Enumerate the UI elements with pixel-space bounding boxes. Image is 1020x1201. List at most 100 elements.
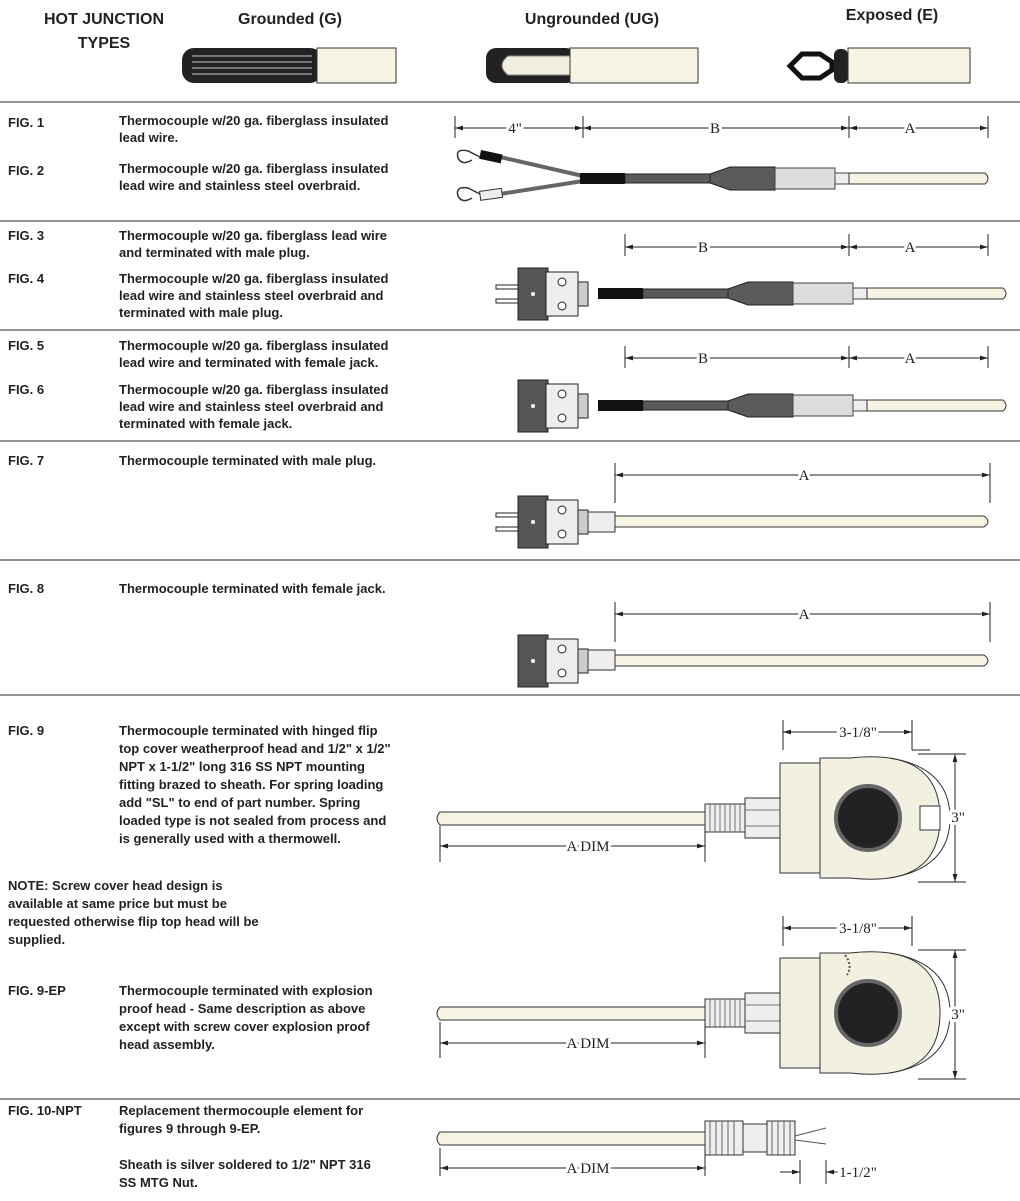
figure-label: FIG. 8 bbox=[8, 581, 44, 596]
figure-label: FIG. 10-NPT bbox=[8, 1103, 82, 1118]
fig5-drawing bbox=[517, 346, 1007, 433]
figure-description: Thermocouple w/20 ga. fiberglass lead wi… bbox=[119, 228, 387, 243]
figure-description: terminated with female jack. bbox=[119, 416, 292, 431]
figure-description: is generally used with a thermowell. bbox=[119, 831, 341, 846]
fig9ep-drawing-part bbox=[439, 1022, 706, 1058]
fig1-drawing-part bbox=[478, 187, 504, 201]
figure-label: FIG. 7 bbox=[8, 453, 44, 468]
fig8-drawing-part bbox=[614, 654, 989, 667]
fig1-drawing-part bbox=[579, 166, 989, 191]
figure-description: lead wire and terminated with female jac… bbox=[119, 355, 378, 370]
fig7-drawing bbox=[495, 463, 991, 549]
dimension-label: A bbox=[799, 468, 810, 484]
fig3-drawing-part bbox=[517, 267, 589, 321]
note: NOTE: Screw cover head design is bbox=[8, 878, 223, 893]
junction-label: Exposed (E) bbox=[846, 7, 938, 24]
fig9-drawing-part bbox=[436, 811, 706, 826]
junction-icons-part bbox=[786, 51, 835, 81]
fig3-drawing-part bbox=[624, 234, 989, 256]
junction-label: Ungrounded (UG) bbox=[525, 11, 659, 28]
figure-description: NPT x 1-1/2" long 316 SS NPT mounting bbox=[119, 759, 365, 774]
fig5-drawing-part bbox=[624, 346, 989, 368]
dimension-label: 3" bbox=[951, 810, 965, 826]
figure-description: and terminated with male plug. bbox=[119, 245, 310, 260]
figure-label: FIG. 6 bbox=[8, 382, 44, 397]
figure-description: Replacement thermocouple element for bbox=[119, 1103, 363, 1118]
figure-label: FIG. 4 bbox=[8, 271, 45, 286]
dimension-label: 1-1/2" bbox=[839, 1165, 877, 1181]
fig7-drawing-part bbox=[517, 495, 589, 549]
dimension-label: A DIM bbox=[567, 1036, 610, 1052]
figure-description: lead wire. bbox=[119, 130, 178, 145]
fig1-drawing-part bbox=[479, 150, 503, 164]
fig3-drawing-part bbox=[495, 284, 519, 304]
fig9ep-drawing-part bbox=[782, 916, 966, 1080]
junction-icons-part bbox=[501, 55, 570, 76]
fig8-drawing-part bbox=[587, 649, 616, 671]
figure-description: Thermocouple terminated with male plug. bbox=[119, 453, 376, 468]
figure-description: Thermocouple w/20 ga. fiberglass insulat… bbox=[119, 271, 389, 286]
fig1-drawing-part bbox=[456, 149, 481, 164]
figure-description: Thermocouple w/20 ga. fiberglass insulat… bbox=[119, 161, 389, 176]
fig1-drawing-part bbox=[499, 155, 584, 196]
fig10-drawing bbox=[436, 1120, 846, 1184]
figure-label: FIG. 5 bbox=[8, 338, 44, 353]
figure-description: lead wire and stainless steel overbraid … bbox=[119, 288, 383, 303]
fig5-drawing-part bbox=[597, 393, 1007, 418]
junction-icons-part bbox=[182, 48, 322, 83]
figure-description: SS MTG Nut. bbox=[119, 1175, 198, 1190]
note: available at same price but must be bbox=[8, 896, 227, 911]
fig1-drawing bbox=[454, 116, 989, 202]
fig10-drawing-part bbox=[439, 1148, 827, 1184]
dimension-label: 4" bbox=[508, 121, 522, 137]
figure-description: lead wire and stainless steel overbraid. bbox=[119, 178, 360, 193]
figure-description: lead wire and stainless steel overbraid … bbox=[119, 399, 383, 414]
fig10-drawing-part bbox=[436, 1131, 706, 1146]
fig1-drawing-part bbox=[456, 186, 481, 202]
figure-description: head assembly. bbox=[119, 1037, 215, 1052]
figure-description: loaded type is not sealed from process a… bbox=[119, 813, 386, 828]
fig10-drawing-part bbox=[709, 1121, 735, 1155]
note: supplied. bbox=[8, 932, 65, 947]
dimension-label: A bbox=[905, 351, 916, 367]
figure-description: fitting brazed to sheath. For spring loa… bbox=[119, 777, 383, 792]
figure-label: FIG. 9 bbox=[8, 723, 44, 738]
figure-label: FIG. 2 bbox=[8, 163, 44, 178]
junction-icons-part bbox=[834, 49, 848, 83]
junction-icons-part bbox=[847, 47, 971, 84]
note: requested otherwise flip top head will b… bbox=[8, 914, 259, 929]
figure-description: add "SL" to end of part number. Spring bbox=[119, 795, 360, 810]
fig9ep-drawing-part bbox=[778, 949, 952, 1077]
figure-description: terminated with male plug. bbox=[119, 305, 283, 320]
fig9-drawing-part bbox=[782, 720, 966, 883]
fig10-drawing-part bbox=[794, 1127, 827, 1145]
dimension-label: B bbox=[698, 240, 708, 256]
fig10-drawing-part bbox=[704, 1120, 744, 1156]
junction-label: Grounded (G) bbox=[238, 11, 342, 28]
dimension-label: 3-1/8" bbox=[839, 725, 877, 741]
figure-description: except with screw cover explosion proof bbox=[119, 1019, 370, 1034]
fig5-drawing-part bbox=[517, 379, 589, 433]
fig10-drawing-part bbox=[766, 1120, 796, 1156]
dimension-label: A bbox=[905, 240, 916, 256]
figure-label: FIG. 3 bbox=[8, 228, 44, 243]
figure-label: FIG. 9-EP bbox=[8, 983, 66, 998]
figure-description: Thermocouple terminated with explosion bbox=[119, 983, 373, 998]
header-title: HOT JUNCTION bbox=[44, 11, 164, 28]
junction-icons bbox=[182, 47, 971, 84]
junction-icons-part bbox=[569, 47, 699, 84]
figure-description: Thermocouple w/20 ga. fiberglass insulat… bbox=[119, 338, 389, 353]
fig7-drawing-part bbox=[614, 463, 991, 503]
junction-icons-part bbox=[316, 47, 397, 84]
fig7-drawing-part bbox=[495, 512, 519, 532]
fig10-drawing-part bbox=[742, 1123, 768, 1153]
dimension-label: A DIM bbox=[567, 839, 610, 855]
fig8-drawing bbox=[517, 602, 991, 688]
fig9ep-drawing bbox=[436, 916, 966, 1080]
dimension-label: B bbox=[710, 121, 720, 137]
figure-description: Sheath is silver soldered to 1/2" NPT 31… bbox=[119, 1157, 371, 1172]
figure-description: Thermocouple terminated with hinged flip bbox=[119, 723, 378, 738]
